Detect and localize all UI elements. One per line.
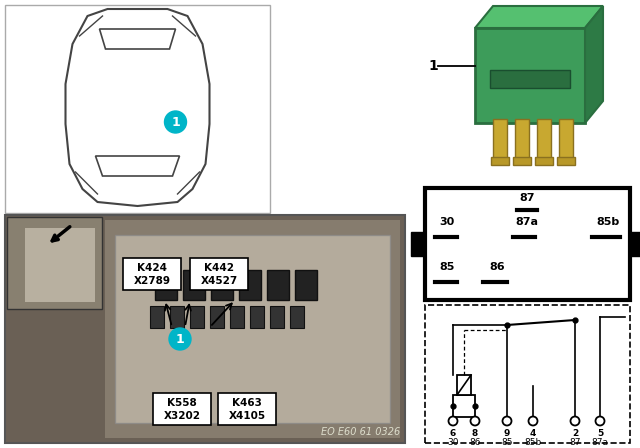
Circle shape — [169, 328, 191, 350]
Text: X3202: X3202 — [163, 411, 200, 421]
Text: K424: K424 — [137, 263, 167, 273]
Bar — [190, 258, 248, 290]
Text: 87: 87 — [519, 193, 535, 203]
Bar — [537, 119, 551, 161]
Text: 87a: 87a — [515, 217, 538, 227]
Bar — [290, 306, 304, 328]
Bar — [239, 270, 261, 300]
Text: 9: 9 — [504, 429, 510, 438]
Text: X4527: X4527 — [200, 276, 237, 286]
Bar — [218, 393, 276, 425]
Bar — [493, 119, 507, 161]
Bar — [491, 157, 509, 165]
Circle shape — [570, 417, 579, 426]
Text: 6: 6 — [450, 429, 456, 438]
Bar — [230, 306, 244, 328]
Bar — [5, 5, 270, 213]
Text: EO E60 61 0326: EO E60 61 0326 — [321, 427, 400, 437]
Bar — [295, 270, 317, 300]
Bar — [7, 217, 102, 309]
Polygon shape — [585, 6, 603, 123]
Bar — [630, 232, 640, 256]
Text: 1: 1 — [171, 116, 180, 129]
Bar — [513, 157, 531, 165]
Bar — [25, 228, 95, 302]
Bar — [5, 215, 405, 443]
Text: 85: 85 — [439, 262, 454, 272]
Bar — [150, 306, 164, 328]
Text: 30: 30 — [447, 438, 459, 447]
Text: X2789: X2789 — [134, 276, 170, 286]
Text: 87a: 87a — [591, 438, 609, 447]
Bar — [183, 270, 205, 300]
Text: 85b: 85b — [596, 217, 620, 227]
Bar — [105, 220, 400, 438]
Text: K442: K442 — [204, 263, 234, 273]
Bar — [210, 306, 224, 328]
Bar — [211, 270, 233, 300]
Text: K463: K463 — [232, 398, 262, 408]
Text: 5: 5 — [597, 429, 603, 438]
Polygon shape — [475, 6, 603, 28]
Bar — [153, 393, 211, 425]
Text: 8: 8 — [472, 429, 478, 438]
Bar — [457, 375, 471, 395]
Bar — [420, 5, 630, 183]
Bar — [425, 305, 630, 443]
Bar — [190, 306, 204, 328]
Text: 1: 1 — [428, 59, 438, 73]
Text: 30: 30 — [440, 217, 454, 227]
Bar — [475, 28, 585, 123]
Circle shape — [449, 417, 458, 426]
Bar — [453, 395, 475, 417]
Bar — [490, 70, 570, 88]
Bar — [425, 188, 630, 300]
Circle shape — [595, 417, 605, 426]
Bar — [535, 157, 553, 165]
Bar — [155, 270, 177, 300]
Circle shape — [164, 111, 186, 133]
Circle shape — [529, 417, 538, 426]
Bar — [557, 157, 575, 165]
Text: 2: 2 — [572, 429, 578, 438]
Text: 85b: 85b — [524, 438, 541, 447]
Text: 4: 4 — [530, 429, 536, 438]
Bar — [515, 119, 529, 161]
Text: 1: 1 — [175, 332, 184, 345]
Bar — [170, 306, 184, 328]
Text: X4105: X4105 — [228, 411, 266, 421]
Circle shape — [470, 417, 479, 426]
Text: 86: 86 — [489, 262, 505, 272]
Text: K558: K558 — [167, 398, 197, 408]
Bar — [559, 119, 573, 161]
Bar — [123, 258, 181, 290]
Bar — [270, 306, 284, 328]
Circle shape — [502, 417, 511, 426]
Bar — [115, 235, 390, 423]
Bar — [267, 270, 289, 300]
Text: 85: 85 — [501, 438, 513, 447]
Text: 87: 87 — [569, 438, 580, 447]
Bar — [411, 232, 425, 256]
Bar — [250, 306, 264, 328]
Text: 86: 86 — [469, 438, 481, 447]
